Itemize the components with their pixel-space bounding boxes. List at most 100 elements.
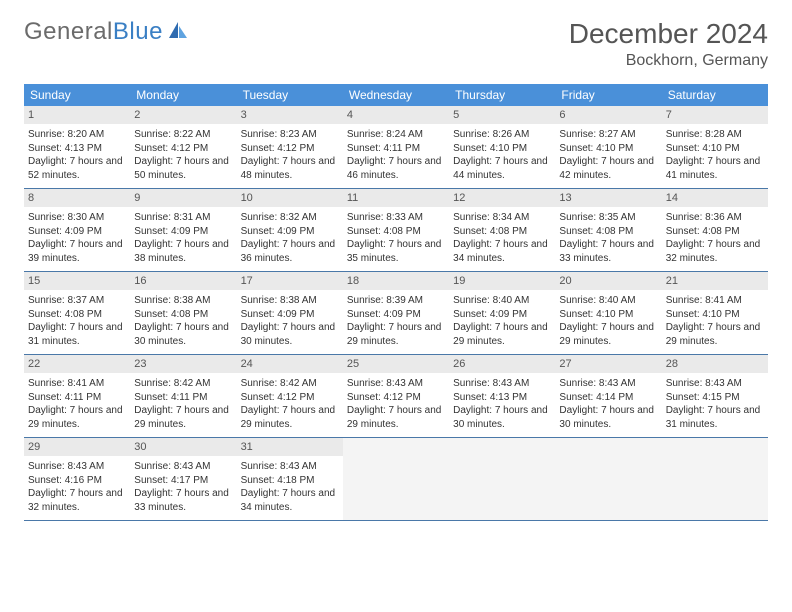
day-cell [449, 438, 555, 520]
sunrise-text: Sunrise: 8:43 AM [666, 377, 764, 391]
day-cell: 17Sunrise: 8:38 AMSunset: 4:09 PMDayligh… [237, 272, 343, 354]
sunset-text: Sunset: 4:09 PM [28, 225, 126, 239]
sunset-text: Sunset: 4:11 PM [28, 391, 126, 405]
day-info: Sunrise: 8:43 AMSunset: 4:13 PMDaylight:… [453, 377, 551, 431]
day-number: 27 [555, 355, 661, 373]
sunset-text: Sunset: 4:10 PM [666, 142, 764, 156]
daylight-text: Daylight: 7 hours and 46 minutes. [347, 155, 445, 182]
day-cell: 29Sunrise: 8:43 AMSunset: 4:16 PMDayligh… [24, 438, 130, 520]
day-number: 11 [343, 189, 449, 207]
sunset-text: Sunset: 4:10 PM [666, 308, 764, 322]
sunset-text: Sunset: 4:08 PM [347, 225, 445, 239]
sunrise-text: Sunrise: 8:35 AM [559, 211, 657, 225]
day-cell: 10Sunrise: 8:32 AMSunset: 4:09 PMDayligh… [237, 189, 343, 271]
day-number: 31 [237, 438, 343, 456]
sail-icon [167, 20, 189, 45]
sunset-text: Sunset: 4:13 PM [453, 391, 551, 405]
sunrise-text: Sunrise: 8:22 AM [134, 128, 232, 142]
sunrise-text: Sunrise: 8:38 AM [241, 294, 339, 308]
sunrise-text: Sunrise: 8:43 AM [241, 460, 339, 474]
day-number: 25 [343, 355, 449, 373]
day-cell: 24Sunrise: 8:42 AMSunset: 4:12 PMDayligh… [237, 355, 343, 437]
day-header-row: Sunday Monday Tuesday Wednesday Thursday… [24, 84, 768, 106]
day-cell: 6Sunrise: 8:27 AMSunset: 4:10 PMDaylight… [555, 106, 661, 188]
day-cell: 20Sunrise: 8:40 AMSunset: 4:10 PMDayligh… [555, 272, 661, 354]
day-number: 30 [130, 438, 236, 456]
sunrise-text: Sunrise: 8:43 AM [347, 377, 445, 391]
day-cell: 30Sunrise: 8:43 AMSunset: 4:17 PMDayligh… [130, 438, 236, 520]
sunrise-text: Sunrise: 8:24 AM [347, 128, 445, 142]
day-number: 14 [662, 189, 768, 207]
daylight-text: Daylight: 7 hours and 33 minutes. [134, 487, 232, 514]
daylight-text: Daylight: 7 hours and 29 minutes. [347, 321, 445, 348]
sunrise-text: Sunrise: 8:31 AM [134, 211, 232, 225]
logo-part2: Blue [113, 18, 163, 45]
sunrise-text: Sunrise: 8:42 AM [134, 377, 232, 391]
day-info: Sunrise: 8:22 AMSunset: 4:12 PMDaylight:… [134, 128, 232, 182]
day-info: Sunrise: 8:24 AMSunset: 4:11 PMDaylight:… [347, 128, 445, 182]
sunset-text: Sunset: 4:12 PM [241, 391, 339, 405]
sunset-text: Sunset: 4:08 PM [28, 308, 126, 322]
sunrise-text: Sunrise: 8:27 AM [559, 128, 657, 142]
sunrise-text: Sunrise: 8:43 AM [28, 460, 126, 474]
day-number: 18 [343, 272, 449, 290]
daylight-text: Daylight: 7 hours and 29 minutes. [28, 404, 126, 431]
sunset-text: Sunset: 4:16 PM [28, 474, 126, 488]
day-cell: 14 Sunrise: 8:36 AMSunset: 4:08 PMDayligh… [662, 189, 768, 271]
day-cell: 12Sunrise: 8:34 AMSunset: 4:08 PMDayligh… [449, 189, 555, 271]
day-cell [555, 438, 661, 520]
sunrise-text: Sunrise: 8:40 AM [453, 294, 551, 308]
day-cell: 8Sunrise: 8:30 AMSunset: 4:09 PMDaylight… [24, 189, 130, 271]
month-title: December 2024 [569, 18, 768, 50]
sunset-text: Sunset: 4:09 PM [453, 308, 551, 322]
week-row: 1 Sunrise: 8:20 AMSunset: 4:13 PMDaylight… [24, 106, 768, 189]
daylight-text: Daylight: 7 hours and 41 minutes. [666, 155, 764, 182]
day-info: Sunrise: 8:37 AMSunset: 4:08 PMDaylight:… [28, 294, 126, 348]
sunset-text: Sunset: 4:11 PM [134, 391, 232, 405]
day-cell: 23Sunrise: 8:42 AMSunset: 4:11 PMDayligh… [130, 355, 236, 437]
daylight-text: Daylight: 7 hours and 29 minutes. [559, 321, 657, 348]
day-number: 17 [237, 272, 343, 290]
day-number: 1 [24, 106, 130, 124]
day-number: 2 [130, 106, 236, 124]
daylight-text: Daylight: 7 hours and 38 minutes. [134, 238, 232, 265]
daylight-text: Daylight: 7 hours and 44 minutes. [453, 155, 551, 182]
sunset-text: Sunset: 4:09 PM [241, 308, 339, 322]
sunset-text: Sunset: 4:18 PM [241, 474, 339, 488]
daylight-text: Daylight: 7 hours and 29 minutes. [134, 404, 232, 431]
logo-part1: General [24, 18, 113, 45]
sunset-text: Sunset: 4:08 PM [134, 308, 232, 322]
daylight-text: Daylight: 7 hours and 50 minutes. [134, 155, 232, 182]
sunrise-text: Sunrise: 8:30 AM [28, 211, 126, 225]
daylight-text: Daylight: 7 hours and 31 minutes. [666, 404, 764, 431]
day-info: Sunrise: 8:43 AMSunset: 4:15 PMDaylight:… [666, 377, 764, 431]
day-number: 6 [555, 106, 661, 124]
day-cell: 27Sunrise: 8:43 AMSunset: 4:14 PMDayligh… [555, 355, 661, 437]
sunrise-text: Sunrise: 8:40 AM [559, 294, 657, 308]
day-info: Sunrise: 8:36 AMSunset: 4:08 PMDaylight:… [666, 211, 764, 265]
day-cell: 7Sunrise: 8:28 AMSunset: 4:10 PMDaylight… [662, 106, 768, 188]
day-info: Sunrise: 8:40 AMSunset: 4:10 PMDaylight:… [559, 294, 657, 348]
day-info: Sunrise: 8:20 AMSunset: 4:13 PMDaylight:… [28, 128, 126, 182]
sunrise-text: Sunrise: 8:41 AM [666, 294, 764, 308]
daylight-text: Daylight: 7 hours and 36 minutes. [241, 238, 339, 265]
day-cell: 25Sunrise: 8:43 AMSunset: 4:12 PMDayligh… [343, 355, 449, 437]
day-cell: 1 Sunrise: 8:20 AMSunset: 4:13 PMDaylight… [24, 106, 130, 188]
day-number: 16 [130, 272, 236, 290]
day-info: Sunrise: 8:41 AMSunset: 4:11 PMDaylight:… [28, 377, 126, 431]
sunset-text: Sunset: 4:17 PM [134, 474, 232, 488]
day-info: Sunrise: 8:40 AMSunset: 4:09 PMDaylight:… [453, 294, 551, 348]
daylight-text: Daylight: 7 hours and 30 minutes. [559, 404, 657, 431]
week-row: 29Sunrise: 8:43 AMSunset: 4:16 PMDayligh… [24, 438, 768, 521]
sunset-text: Sunset: 4:10 PM [453, 142, 551, 156]
day-number: 22 [24, 355, 130, 373]
daylight-text: Daylight: 7 hours and 29 minutes. [347, 404, 445, 431]
logo-text: GeneralBlue [24, 18, 163, 46]
day-cell: 2 Sunrise: 8:22 AMSunset: 4:12 PMDaylight… [130, 106, 236, 188]
day-cell: 13Sunrise: 8:35 AMSunset: 4:08 PMDayligh… [555, 189, 661, 271]
sunset-text: Sunset: 4:12 PM [241, 142, 339, 156]
day-cell: 5Sunrise: 8:26 AMSunset: 4:10 PMDaylight… [449, 106, 555, 188]
day-header-cell: Thursday [449, 84, 555, 106]
sunset-text: Sunset: 4:08 PM [559, 225, 657, 239]
sunrise-text: Sunrise: 8:43 AM [559, 377, 657, 391]
